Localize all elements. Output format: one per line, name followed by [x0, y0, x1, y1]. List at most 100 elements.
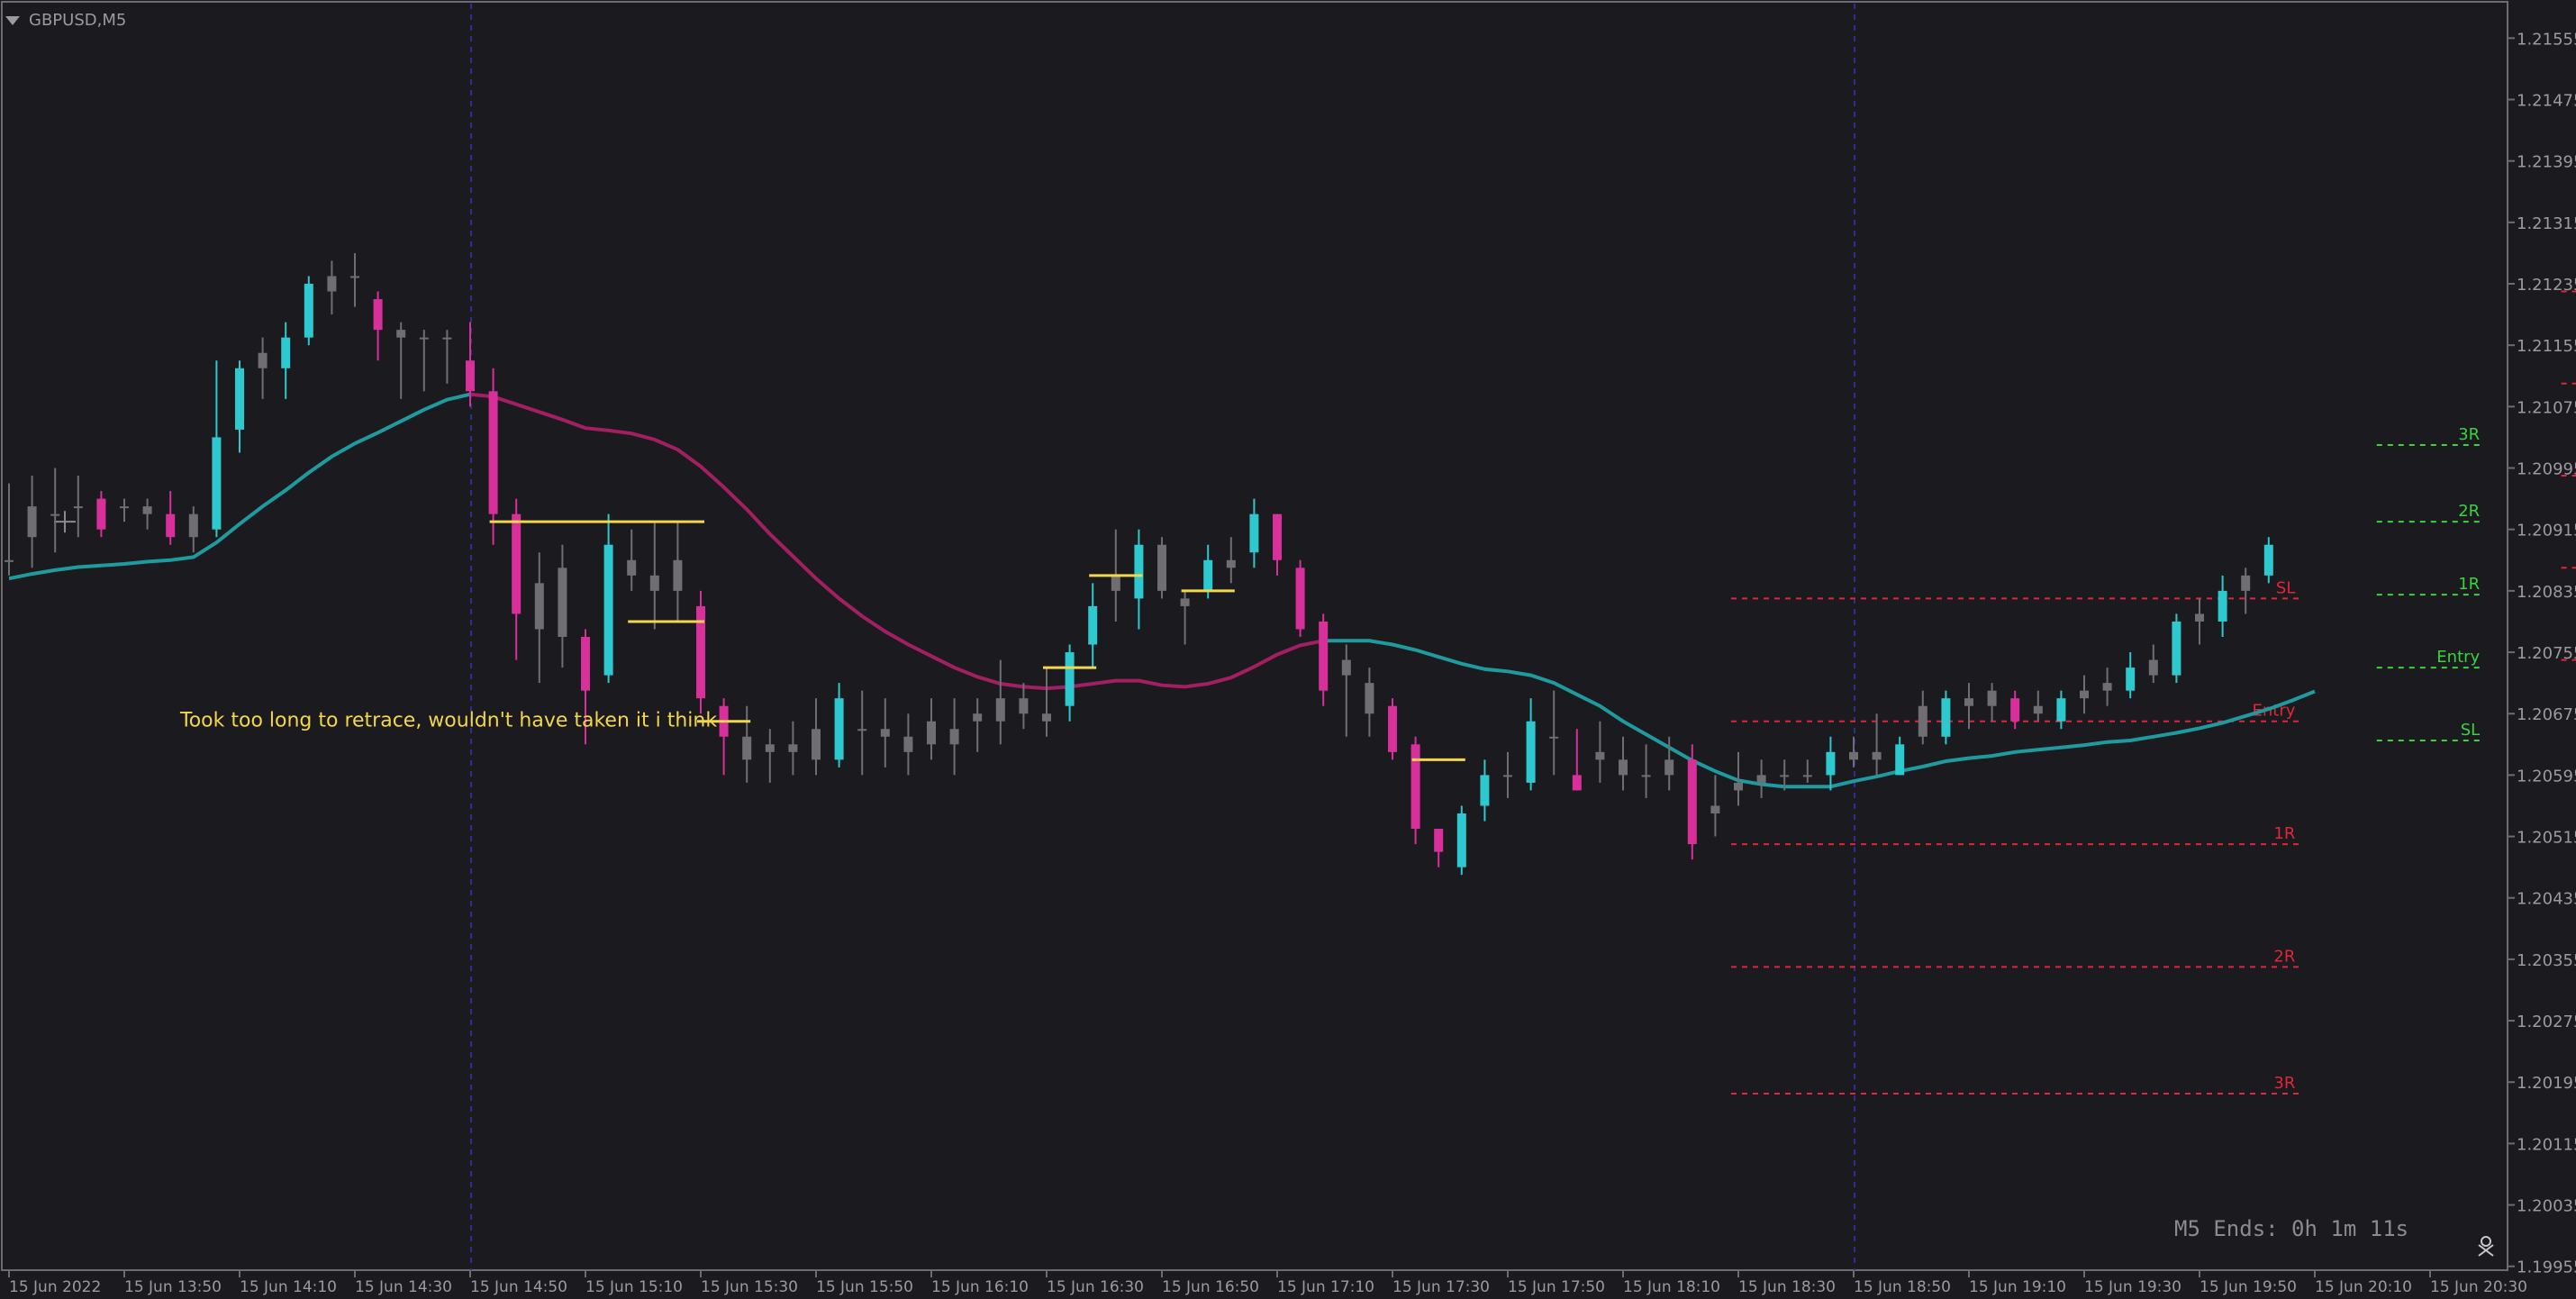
candle: [581, 629, 590, 745]
candle-body: [1756, 775, 1766, 783]
candle-body: [1572, 775, 1582, 791]
candle-body: [1319, 621, 1329, 691]
candle: [166, 491, 176, 545]
candle: [1802, 759, 1812, 783]
symbol-label: GBPUSD,M5: [29, 10, 127, 30]
candle: [927, 698, 936, 760]
y-tick-label: 1.19955: [2517, 1258, 2576, 1277]
candle-body: [442, 337, 452, 340]
candle: [212, 360, 222, 538]
candle-body: [1065, 652, 1075, 706]
candle-body: [581, 637, 590, 691]
candle-body: [812, 729, 821, 760]
y-tick-label: 1.21235: [2517, 276, 2576, 295]
candle: [1872, 713, 1882, 776]
candle-body: [1480, 775, 1490, 806]
x-tick-label: 15 Jun 16:50: [1162, 1278, 1259, 1295]
x-tick-label: 15 Jun 14:10: [240, 1278, 337, 1295]
x-tick-label: 15 Jun 19:10: [1969, 1278, 2066, 1295]
candle: [1572, 729, 1582, 791]
x-tick-label: 15 Jun 16:30: [1047, 1278, 1144, 1295]
y-tick-label: 1.21155: [2517, 337, 2576, 356]
candle: [2056, 690, 2066, 730]
x-tick-label: 15 Jun 13:50: [124, 1278, 222, 1295]
candle-body: [880, 729, 890, 737]
candle-body: [949, 729, 959, 745]
candle: [1341, 644, 1351, 737]
y-tick-label: 1.21475: [2517, 92, 2576, 111]
candle: [1019, 683, 1029, 730]
level-label-sl-1: SL: [2461, 721, 2480, 740]
candle-body: [534, 583, 544, 630]
candle-body: [142, 506, 152, 514]
candle: [1157, 537, 1166, 599]
candle-body: [120, 506, 129, 509]
candle-body: [1273, 513, 1282, 560]
candle-body: [649, 575, 659, 591]
x-tick-label: 15 Jun 14:50: [470, 1278, 567, 1295]
candle-body: [1872, 751, 1882, 760]
candle-body: [1918, 705, 1927, 737]
candle: [1388, 698, 1397, 760]
candle-body: [1388, 705, 1397, 752]
collapse-triangle-icon[interactable]: [5, 16, 20, 25]
candle: [949, 698, 959, 776]
candle: [1042, 668, 1051, 737]
candle: [2263, 537, 2273, 584]
candle-body: [2126, 668, 2136, 691]
candle-body: [742, 736, 752, 760]
candle: [2126, 652, 2136, 699]
candle-body: [1549, 736, 1559, 739]
candle: [350, 252, 359, 307]
candle-body: [995, 698, 1005, 722]
candle-body: [27, 506, 37, 538]
candle-body: [2263, 544, 2273, 576]
candle-body: [903, 736, 913, 752]
candle: [304, 276, 313, 346]
candle-body: [765, 744, 775, 752]
y-tick-label: 1.20995: [2517, 460, 2576, 479]
candle-body: [466, 360, 475, 392]
candle: [512, 498, 522, 660]
candle-body: [1641, 775, 1651, 777]
candle: [1065, 644, 1075, 722]
candle-body: [327, 276, 337, 292]
candle-body: [1687, 759, 1697, 845]
candle: [1456, 805, 1466, 876]
candle-body: [1710, 805, 1720, 813]
candle: [857, 690, 867, 776]
candle-body: [1664, 759, 1674, 776]
candle-body: [2033, 705, 2043, 714]
candle: [5, 483, 14, 576]
x-tick-label: 15 Jun 14:30: [355, 1278, 452, 1295]
candle-body: [488, 391, 498, 514]
level-label-sl-0: SL: [2276, 578, 2295, 597]
candle: [603, 513, 613, 684]
candle: [235, 360, 244, 453]
candle-body: [1295, 568, 1305, 630]
candle-body: [1365, 683, 1374, 714]
x-tick-label: 15 Jun 18:50: [1854, 1278, 1951, 1295]
candle: [1895, 736, 1905, 776]
candle-body: [857, 729, 867, 731]
candle-body: [396, 330, 406, 338]
candle-body: [350, 276, 359, 278]
candle-body: [627, 559, 637, 576]
candle: [765, 729, 775, 783]
x-tick-label: 15 Jun 17:50: [1508, 1278, 1605, 1295]
symbol-tab[interactable]: GBPUSD,M5: [5, 4, 126, 36]
candle: [2033, 690, 2043, 722]
candle-body: [1019, 698, 1029, 714]
candle: [742, 705, 752, 783]
candle: [1664, 736, 1674, 791]
candle: [2195, 598, 2204, 645]
candle: [442, 330, 452, 384]
candle: [1918, 690, 1927, 745]
candle: [1134, 529, 1144, 630]
candle-body: [258, 352, 268, 368]
ma-line-up-2: [1323, 639, 2316, 789]
level-label-entry-0: Entry: [2252, 702, 2295, 721]
candle: [973, 698, 983, 752]
